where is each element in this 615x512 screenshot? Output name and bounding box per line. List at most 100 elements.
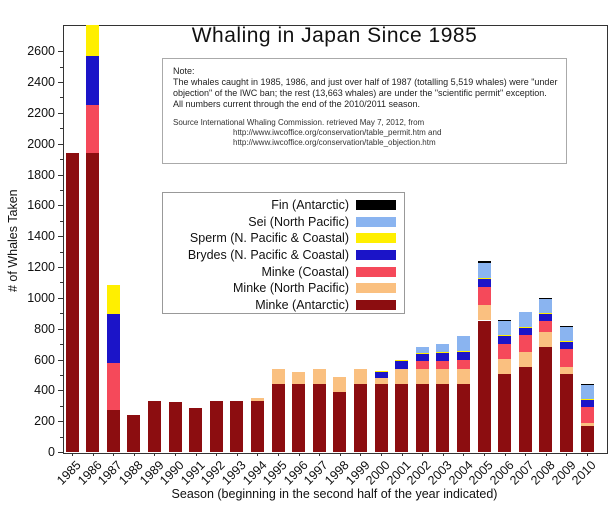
legend-label: Minke (North Pacific)	[233, 281, 349, 296]
bar-segment-2006	[498, 374, 512, 452]
x-tick	[257, 453, 259, 456]
bar-segment-2006	[498, 336, 512, 345]
bar-segment-1997	[312, 384, 326, 452]
bar-segment-2003	[436, 353, 450, 362]
x-tick	[216, 453, 218, 456]
bar-segment-2010	[580, 425, 594, 452]
bar-segment-2009	[559, 367, 573, 374]
y-tick	[58, 82, 63, 84]
bar-segment-1986	[86, 104, 100, 153]
legend-label: Minke (Coastal)	[261, 264, 349, 279]
bar-segment-1986	[86, 25, 100, 56]
y-tick	[58, 174, 63, 176]
x-tick	[92, 453, 94, 456]
bar-segment-2004	[456, 351, 470, 353]
x-tick	[278, 453, 279, 456]
bar-segment-2002	[415, 384, 429, 452]
bar-segment-1998	[333, 376, 347, 393]
legend-label: Sei (North Pacific)	[248, 214, 349, 229]
y-tick-label: 2600	[27, 44, 55, 59]
bar-segment-2002	[415, 368, 429, 385]
bar-segment-2008	[539, 313, 553, 322]
bar-segment-1999	[353, 368, 367, 385]
bar-segment-2007	[518, 351, 532, 368]
x-tick	[504, 453, 506, 456]
bar-segment-2007	[518, 326, 532, 328]
bar-segment-1996	[292, 384, 306, 452]
bar-segment-2003	[436, 351, 450, 354]
y-tick	[60, 189, 63, 191]
y-tick	[58, 143, 63, 145]
y-tick	[58, 112, 63, 114]
bar-segment-1996	[292, 372, 306, 385]
x-tick	[236, 453, 238, 456]
y-tick	[60, 405, 63, 407]
bar-segment-2008	[539, 313, 553, 315]
x-tick	[72, 453, 73, 456]
bar-segment-1995	[271, 368, 285, 385]
y-tick-label: 2400	[27, 75, 55, 90]
note-line: All numbers current through the end of t…	[173, 99, 420, 109]
y-tick	[60, 66, 63, 68]
bar-segment-2006	[498, 335, 512, 337]
bar-segment-2007	[518, 335, 532, 352]
note-source-text: Source International Whaling Commission.…	[173, 118, 558, 148]
y-tick-label: 2000	[27, 136, 55, 151]
legend-row: Minke (Antarctic)	[163, 297, 404, 314]
note-box: Note: The whales caught in 1985, 1986, an…	[162, 58, 567, 164]
bar-segment-1987	[106, 409, 120, 452]
x-tick	[319, 453, 321, 456]
bar-segment-2009	[559, 341, 573, 343]
y-tick	[58, 267, 63, 269]
x-tick	[566, 453, 568, 456]
legend-swatch	[356, 266, 396, 277]
x-tick	[154, 453, 156, 456]
legend-label: Minke (Antarctic)	[255, 297, 349, 312]
legend-label: Sperm (N. Pacific & Coastal)	[189, 231, 349, 246]
x-tick	[484, 453, 485, 456]
bar-segment-2007	[518, 311, 532, 327]
source-line: http://www.iwcoffice.org/conservation/ta…	[233, 138, 436, 147]
y-tick	[60, 313, 63, 315]
y-tick-label: 1400	[27, 229, 55, 244]
x-tick	[587, 453, 588, 456]
y-tick	[60, 436, 63, 438]
y-tick	[60, 220, 63, 222]
bar-segment-2006	[498, 319, 512, 321]
bar-segment-2003	[436, 361, 450, 369]
legend-row: Sei (North Pacific)	[163, 214, 404, 231]
bar-segment-2008	[539, 347, 553, 452]
legend-row: Minke (Coastal)	[163, 263, 404, 280]
y-tick-label: 1000	[27, 290, 55, 305]
bar-segment-1985	[65, 152, 79, 452]
bar-segment-2009	[559, 349, 573, 368]
note-line: The whales caught in 1985, 1986, and jus…	[173, 77, 558, 87]
bar-segment-1987	[106, 285, 120, 315]
bar-segment-2010	[580, 407, 594, 423]
legend-row: Sperm (N. Pacific & Coastal)	[163, 230, 404, 247]
bar-segment-1995	[271, 384, 285, 452]
bar-segment-1987	[106, 363, 120, 410]
bar-segment-1993	[230, 401, 244, 452]
y-tick	[60, 159, 63, 161]
note-line: Note:	[173, 66, 195, 76]
y-tick-label: 1600	[27, 198, 55, 213]
x-tick	[339, 453, 341, 456]
legend-swatch	[356, 250, 396, 261]
y-tick	[60, 374, 63, 376]
bar-segment-1998	[333, 392, 347, 452]
x-tick	[113, 453, 115, 456]
bar-segment-1990	[168, 401, 182, 452]
bar-segment-2007	[518, 327, 532, 336]
bar-segment-2005	[477, 278, 491, 287]
y-tick	[58, 328, 63, 330]
x-tick	[463, 453, 465, 456]
x-tick	[133, 453, 135, 456]
bar-segment-2008	[539, 321, 553, 332]
legend-box: Fin (Antarctic) Sei (North Pacific) Sperm …	[162, 192, 405, 314]
x-tick	[175, 453, 176, 456]
bar-segment-2008	[539, 297, 553, 314]
legend-label: Fin (Antarctic)	[271, 198, 349, 213]
y-tick-label: 800	[34, 321, 55, 336]
